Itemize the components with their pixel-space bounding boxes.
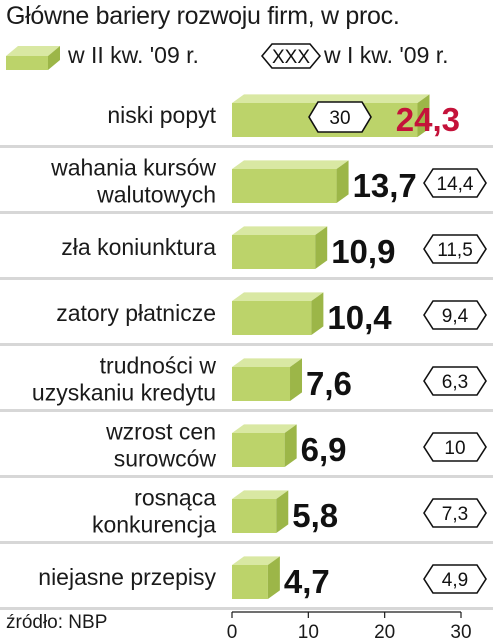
category-label-line: niejasne przepisy xyxy=(38,564,216,590)
source-note: źródło: NBP xyxy=(6,612,108,633)
bar-side-face xyxy=(290,358,303,401)
previous-value-marker xyxy=(423,432,487,462)
legend-label-current: w II kw. '09 r. xyxy=(68,42,199,68)
category-label: wzrost cen surowców xyxy=(105,419,216,472)
bar-side-face xyxy=(311,292,324,335)
previous-value-label: 6,3 xyxy=(442,372,468,393)
bar xyxy=(232,565,268,599)
previous-value-label: 9,4 xyxy=(442,306,469,327)
bar-top-face xyxy=(232,226,328,235)
row-separator xyxy=(0,607,493,610)
legend: w II kw. '09 r. XXX w I kw. '09 r. xyxy=(6,40,486,72)
legend-label-previous: w I kw. '09 r. xyxy=(324,42,449,68)
category-label-line: zatory płatnicze xyxy=(56,300,216,326)
bar-top-face xyxy=(232,556,280,565)
row-separator xyxy=(0,145,493,148)
value-label: 7,6 xyxy=(306,365,352,402)
legend-previous-marker-text: XXX xyxy=(272,47,310,68)
bar-side-face xyxy=(417,94,430,137)
bar-side-face xyxy=(284,424,297,467)
bar-side-face xyxy=(315,226,328,269)
previous-value-marker xyxy=(423,168,487,198)
bar-side-face xyxy=(276,490,289,533)
x-tick-label: 30 xyxy=(450,622,471,640)
category-label: niejasne przepisy xyxy=(38,564,216,590)
row-separator xyxy=(0,211,493,214)
bar-side-face xyxy=(336,160,349,203)
category-label: niski popyt xyxy=(107,102,216,128)
previous-value-marker xyxy=(423,498,487,528)
previous-value-marker xyxy=(423,366,487,396)
previous-value-marker xyxy=(308,101,372,133)
row-separator xyxy=(0,277,493,280)
bar-top-face xyxy=(232,358,303,367)
value-label: 5,8 xyxy=(292,497,338,534)
previous-value-label: 11,5 xyxy=(437,240,473,261)
bar xyxy=(232,433,285,467)
value-label: 6,9 xyxy=(301,431,347,468)
bar xyxy=(232,301,312,335)
category-label-line: surowców xyxy=(114,446,217,472)
row-separator xyxy=(0,541,493,544)
category-label-line: wzrost cen xyxy=(105,419,216,445)
bar xyxy=(232,235,316,269)
bar-top-face xyxy=(232,424,297,433)
category-label-line: uzyskaniu kredytu xyxy=(32,380,216,406)
category-label: trudności w uzyskaniu kredytu xyxy=(32,353,216,406)
category-label-line: konkurencja xyxy=(92,512,216,538)
value-label: 13,7 xyxy=(353,167,417,204)
previous-value-marker xyxy=(423,300,487,330)
legend-swatch-current xyxy=(6,46,60,70)
value-label: 24,3 xyxy=(396,101,460,138)
category-label-line: rosnąca xyxy=(134,485,216,511)
previous-value-label: 14,4 xyxy=(437,174,474,195)
category-label-line: niski popyt xyxy=(107,102,216,128)
category-label-line: zła koniunktura xyxy=(61,234,216,260)
category-label-line: trudności w xyxy=(100,353,217,379)
previous-value-label: 10 xyxy=(444,438,465,459)
bar xyxy=(232,367,291,401)
category-label-line: wahania kursów xyxy=(50,155,216,181)
row-separator xyxy=(0,343,493,346)
row-separator xyxy=(0,475,493,478)
row-separator xyxy=(0,409,493,412)
category-label: zła koniunktura xyxy=(61,234,216,260)
bar xyxy=(232,169,337,203)
category-label: wahania kursów walutowych xyxy=(50,155,216,208)
x-tick-label: 20 xyxy=(374,622,395,640)
x-tick-label: 10 xyxy=(298,622,319,640)
category-label-line: walutowych xyxy=(96,182,216,208)
previous-value-label: 30 xyxy=(329,108,350,129)
bar xyxy=(232,499,277,533)
value-label: 10,4 xyxy=(327,299,392,336)
category-label: rosnąca konkurencja xyxy=(92,485,216,538)
chart-title: Główne bariery rozwoju firm, w proc. xyxy=(6,2,400,30)
value-label: 4,7 xyxy=(284,563,330,600)
bar-top-face xyxy=(232,94,430,103)
bar-top-face xyxy=(232,490,289,499)
value-label: 10,9 xyxy=(331,233,395,270)
previous-value-label: 7,3 xyxy=(442,504,468,525)
previous-value-label: 4,9 xyxy=(442,570,468,591)
bar-side-face xyxy=(267,556,280,599)
legend-previous-marker: XXX xyxy=(261,43,321,69)
previous-value-marker xyxy=(423,234,487,264)
category-label: zatory płatnicze xyxy=(56,300,216,326)
previous-value-marker xyxy=(423,564,487,594)
bar-top-face xyxy=(232,292,324,301)
x-tick-label: 0 xyxy=(227,622,238,640)
bar-top-face xyxy=(232,160,349,169)
